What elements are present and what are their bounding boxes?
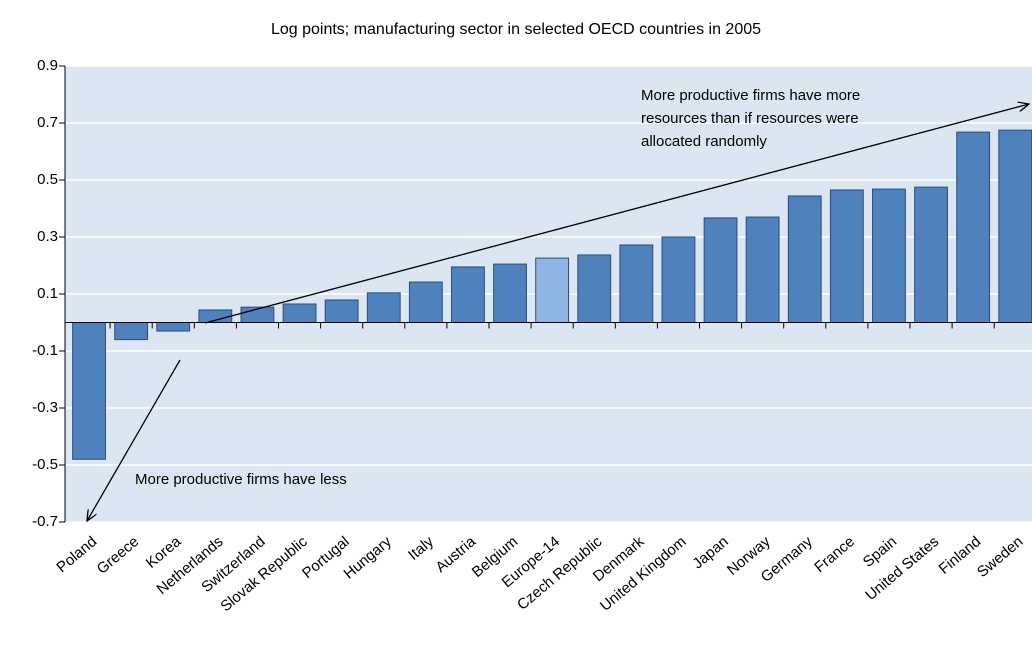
y-tick-label: -0.3 bbox=[32, 399, 58, 416]
bar bbox=[872, 188, 906, 323]
x-tick-label: France bbox=[811, 533, 858, 576]
annotation: More productive firms have more bbox=[641, 87, 860, 104]
bar bbox=[745, 216, 780, 323]
bar bbox=[787, 195, 822, 324]
y-tick-label: 0.1 bbox=[37, 285, 58, 302]
chart-title: Log points; manufacturing sector in sele… bbox=[271, 21, 761, 38]
bar bbox=[366, 292, 401, 323]
bar bbox=[114, 322, 149, 341]
bar bbox=[72, 322, 106, 460]
y-tick-label: 0.7 bbox=[37, 114, 58, 131]
bar bbox=[156, 322, 191, 332]
arrow bbox=[204, 104, 1029, 324]
bar bbox=[956, 131, 991, 323]
y-tick-label: -0.5 bbox=[32, 456, 58, 473]
bar bbox=[914, 186, 948, 323]
bar bbox=[619, 244, 654, 323]
bar bbox=[829, 189, 864, 323]
y-tick-label: 0.5 bbox=[37, 171, 58, 188]
y-tick-label: 0.9 bbox=[37, 57, 58, 74]
bar bbox=[493, 263, 527, 324]
bar bbox=[998, 129, 1032, 323]
y-tick-label: -0.1 bbox=[32, 342, 58, 359]
x-tick-label: Hungary bbox=[341, 533, 396, 583]
bar bbox=[324, 299, 359, 323]
annotation: resources than if resources were bbox=[641, 110, 859, 127]
bar bbox=[661, 236, 696, 323]
y-tick-label: -0.7 bbox=[32, 513, 58, 530]
bar bbox=[451, 266, 485, 323]
bar bbox=[577, 254, 612, 323]
annotation: allocated randomly bbox=[641, 133, 767, 150]
x-tick-label: Italy bbox=[405, 533, 437, 564]
x-tick-label: United States bbox=[862, 533, 942, 604]
annotation: More productive firms have less bbox=[135, 471, 347, 488]
bar bbox=[408, 281, 443, 323]
bar bbox=[703, 217, 738, 323]
x-tick-label: Poland bbox=[53, 533, 100, 576]
y-tick-label: 0.3 bbox=[37, 228, 58, 245]
x-tick-label: Sweden bbox=[974, 533, 1026, 581]
bar bbox=[282, 303, 317, 324]
arrow bbox=[87, 359, 181, 521]
x-tick-label: Greece bbox=[94, 533, 143, 578]
bar bbox=[535, 257, 570, 323]
